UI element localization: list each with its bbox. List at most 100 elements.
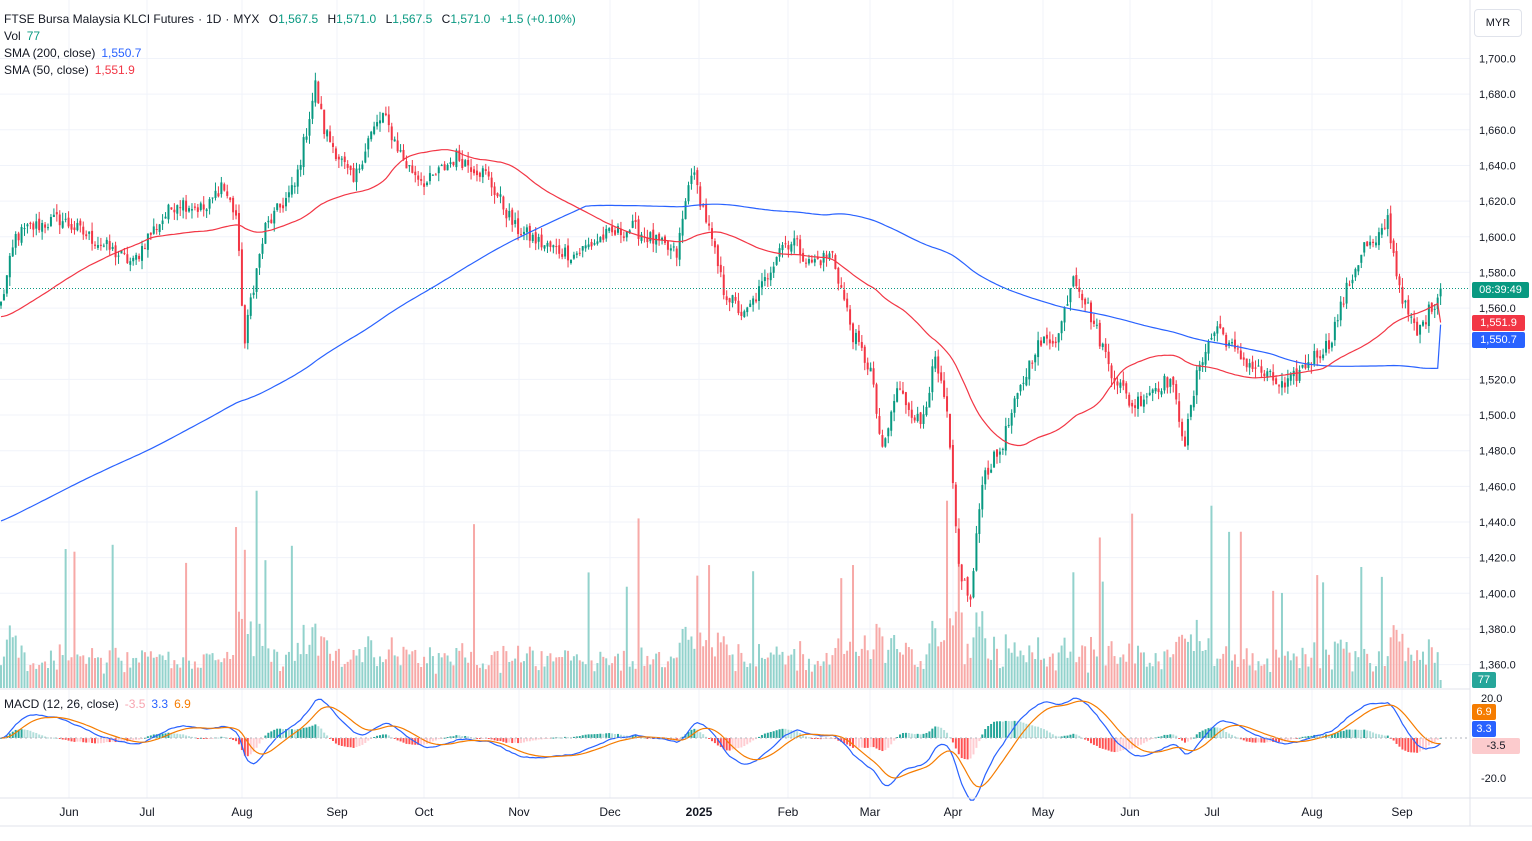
macd-hist-bar <box>969 738 972 759</box>
volume-bar <box>76 654 79 688</box>
volume-bar <box>954 611 957 688</box>
sma200-legend[interactable]: SMA (200, close) 1,550.7 <box>4 46 147 60</box>
volume-bar <box>511 660 514 688</box>
volume-bar <box>1395 629 1398 688</box>
macd-hist-bar <box>643 737 646 739</box>
volume-bar <box>1245 648 1248 688</box>
macd-hist-bar <box>1028 724 1031 738</box>
macd-hist-bar <box>1339 731 1342 738</box>
candle-body <box>352 167 355 182</box>
macd-hist-bar <box>91 738 94 744</box>
volume-bar <box>705 640 708 688</box>
currency-button[interactable]: MYR <box>1474 9 1522 37</box>
volume-bar <box>1019 650 1022 688</box>
volume-bar <box>602 656 605 688</box>
macd-hist-bar <box>455 735 458 738</box>
macd-hist-bar <box>1275 738 1278 743</box>
candle-body <box>590 242 593 247</box>
volume-legend[interactable]: Vol 77 <box>4 29 46 43</box>
candle-body <box>1225 334 1228 347</box>
candle-body <box>567 245 570 261</box>
macd-line-tag: 3.3 <box>1472 721 1496 737</box>
macd-hist-bar <box>517 738 520 744</box>
candle-body <box>693 172 696 175</box>
volume-bar <box>928 643 931 688</box>
macd-hist-bar <box>132 738 135 741</box>
volume-bar <box>731 654 734 688</box>
candle-body <box>249 297 252 316</box>
candle-body <box>1325 340 1328 353</box>
candle-body <box>1054 341 1057 344</box>
macd-hist-bar <box>361 738 364 745</box>
candle-body <box>205 209 208 212</box>
volume-bar <box>390 637 393 688</box>
volume-bar <box>960 612 963 688</box>
macd-hist-bar <box>1122 738 1125 751</box>
volume-bar <box>972 637 975 688</box>
candle-body <box>1154 387 1157 392</box>
volume-bar <box>402 646 405 688</box>
macd-hist-bar <box>1304 736 1307 738</box>
candle-body <box>1283 382 1286 388</box>
candle-body <box>893 401 896 413</box>
macd-hist-bar <box>208 738 211 739</box>
macd-hist-bar <box>605 733 608 738</box>
volume-bar <box>1327 654 1330 688</box>
candle-body <box>1427 304 1430 327</box>
time-axis[interactable]: Jun Jul Aug Sep Oct Nov Dec 2025 Feb Mar Apr May Jun… <box>59 805 1413 819</box>
volume-bar <box>464 657 467 688</box>
volume-bar <box>614 656 617 688</box>
macd-hist-bar <box>675 738 678 741</box>
macd-hist-bar <box>710 738 713 742</box>
candle-body <box>381 113 384 123</box>
volume-bar <box>1424 664 1427 688</box>
candle-body <box>146 233 149 250</box>
candle-body <box>1372 241 1375 244</box>
macd-hist-bar <box>843 738 846 744</box>
macd-hist-bar <box>1113 738 1116 753</box>
candle-body <box>14 233 17 248</box>
symbol-legend[interactable]: FTSE Bursa Malaysia KLCI Futures · 1D · MYX … <box>4 12 582 26</box>
candle-body <box>910 409 913 418</box>
macd-hist-bar <box>525 738 528 742</box>
candle-body <box>1389 213 1392 244</box>
candle-body <box>1098 322 1101 347</box>
candle-body <box>135 254 138 260</box>
candle-body <box>361 164 364 170</box>
sma200-label: SMA (200, close) <box>4 46 96 60</box>
macd-hist-bar <box>622 735 625 738</box>
macd-hist-bar <box>1098 738 1101 748</box>
volume-bar <box>1269 671 1272 688</box>
candle-body <box>464 160 467 167</box>
price-axis[interactable]: 1,700.0 1,680.0 1,660.0 1,640.0 1,620.0 1,600… <box>1479 54 1516 672</box>
candle-body <box>1439 288 1442 297</box>
symbol-name[interactable]: FTSE Bursa Malaysia KLCI Futures <box>4 12 195 26</box>
volume-bar <box>666 661 669 688</box>
candle-body <box>58 214 61 226</box>
macd-hist-bar <box>1436 738 1439 741</box>
candle-body <box>73 227 76 230</box>
candle-body <box>1236 348 1239 350</box>
candle-body <box>1269 370 1272 372</box>
macd-hist-bar <box>379 735 382 738</box>
macd-hist-bar <box>1001 721 1004 738</box>
volume-bar <box>49 650 52 688</box>
candle-body <box>778 248 781 257</box>
candle-body <box>314 80 317 103</box>
macd-hist-bar <box>376 735 379 738</box>
volume-bar <box>1201 650 1204 688</box>
volume-bar <box>907 647 910 688</box>
volume-bar <box>1084 646 1087 688</box>
candle-body <box>696 170 699 186</box>
interval[interactable]: 1D <box>206 12 222 26</box>
volume-bar <box>1407 647 1410 688</box>
volume-bar <box>493 651 496 688</box>
candle-body <box>1104 343 1107 352</box>
volume-bar <box>1134 663 1137 688</box>
volume-bar <box>522 661 525 688</box>
time-tick-label: May <box>1032 805 1055 819</box>
macd-legend[interactable]: MACD (12, 26, close) -3.5 3.3 6.9 <box>4 697 197 711</box>
sma50-legend[interactable]: SMA (50, close) 1,551.9 <box>4 63 141 77</box>
macd-hist-bar <box>943 730 946 738</box>
